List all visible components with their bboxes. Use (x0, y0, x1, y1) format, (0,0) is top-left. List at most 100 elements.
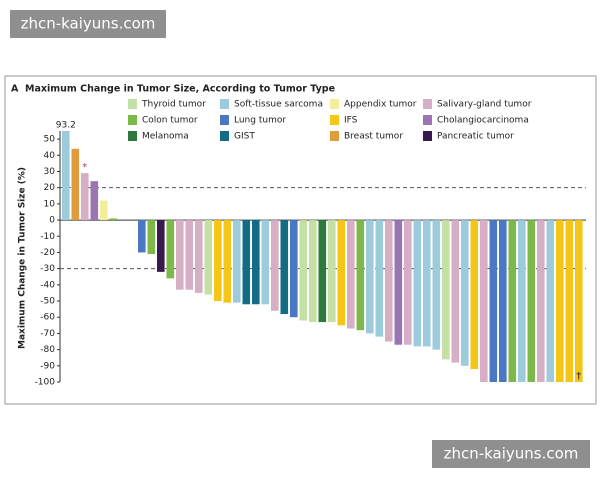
bar (185, 220, 194, 290)
y-tick-label: 10 (44, 199, 56, 209)
bar (214, 220, 222, 302)
legend-label: Cholangiocarcinoma (437, 116, 529, 126)
legend-swatch (330, 115, 339, 125)
legend-swatch (128, 115, 137, 125)
bar (499, 220, 507, 382)
bar (252, 220, 260, 305)
bar (432, 220, 441, 350)
y-tick-label: 20 (44, 183, 56, 193)
legend-label: Appendix tumor (344, 100, 417, 110)
bar (62, 131, 70, 221)
legend-label: IFS (344, 116, 358, 126)
legend-swatch (220, 99, 229, 109)
bar (299, 220, 308, 321)
legend-label: Pancreatic tumor (437, 132, 514, 142)
y-tick-label: -60 (40, 313, 55, 323)
bar (451, 220, 460, 363)
y-tick-label: -80 (40, 345, 55, 355)
chart-title: Maximum Change in Tumor Size, According … (25, 84, 335, 95)
y-tick-label: -70 (40, 329, 55, 339)
bar (204, 220, 213, 295)
bar (261, 220, 270, 305)
bar (575, 220, 583, 382)
y-tick-label: 30 (44, 167, 56, 177)
legend-swatch (423, 115, 432, 125)
frame (4, 75, 597, 405)
bar (280, 220, 289, 314)
bar (527, 220, 536, 382)
bar (147, 220, 156, 255)
bar (470, 220, 479, 370)
bar (347, 220, 355, 329)
bar (195, 220, 203, 293)
bar (404, 220, 412, 345)
panel-label: A (11, 84, 19, 95)
y-tick-label: -40 (40, 280, 55, 290)
bar (100, 200, 108, 221)
bar (565, 220, 574, 382)
legend-label: Salivary-gland tumor (437, 100, 532, 110)
y-tick-label: -30 (40, 264, 55, 274)
bar (442, 220, 450, 360)
legend-swatch (330, 131, 339, 141)
y-tick-label: 40 (44, 151, 56, 161)
legend-label: Soft-tissue sarcoma (234, 100, 323, 110)
watermark-box (10, 10, 166, 38)
legend-swatch (220, 131, 229, 141)
y-tick-label: -20 (40, 248, 55, 258)
bar (394, 220, 403, 345)
y-tick-label: -10 (40, 232, 55, 242)
y-tick-label: -90 (40, 361, 55, 371)
bar (518, 220, 526, 382)
legend-label: Melanoma (142, 132, 189, 142)
bar (109, 218, 118, 221)
legend-swatch (330, 99, 339, 109)
bar (318, 220, 327, 323)
bar (556, 220, 564, 382)
bar (223, 220, 232, 303)
bar (537, 220, 545, 382)
bar (138, 220, 146, 253)
bar (461, 220, 469, 366)
bar (157, 220, 165, 272)
bar (328, 220, 336, 323)
y-tick-label: -100 (35, 378, 56, 388)
legend-label: GIST (234, 132, 255, 142)
legend-swatch (220, 115, 229, 125)
y-axis-label: Maximum Change in Tumor Size (%) (18, 167, 28, 349)
bar (375, 220, 384, 337)
bar (423, 220, 431, 347)
legend-swatch (423, 131, 432, 141)
bars (62, 131, 583, 382)
legend-label: Lung tumor (234, 116, 286, 126)
bar (508, 220, 517, 382)
legend-label: Colon tumor (142, 116, 198, 126)
bar (309, 220, 317, 323)
bar (489, 220, 498, 382)
bar (385, 220, 393, 342)
bar (356, 220, 365, 331)
bar (546, 220, 555, 382)
bar (242, 220, 251, 305)
bar (166, 220, 175, 279)
bar (176, 220, 184, 290)
annotation: * (82, 162, 87, 173)
bar (480, 220, 488, 382)
legend-swatch (128, 131, 137, 141)
bar (290, 220, 298, 318)
bar (90, 181, 99, 221)
bar (366, 220, 374, 334)
bar (233, 220, 241, 303)
bar (81, 173, 89, 221)
data-label: 93.2 (56, 121, 76, 131)
legend-swatch (423, 99, 432, 109)
annotation: † (576, 371, 581, 382)
y-tick-label: 50 (44, 135, 56, 145)
y-tick-label: 0 (49, 216, 55, 226)
legend-label: Breast tumor (344, 132, 403, 142)
legend-swatch (128, 99, 137, 109)
watermark: zhcn-kaiyuns.com (21, 15, 156, 33)
legend-label: Thyroid tumor (141, 100, 206, 110)
